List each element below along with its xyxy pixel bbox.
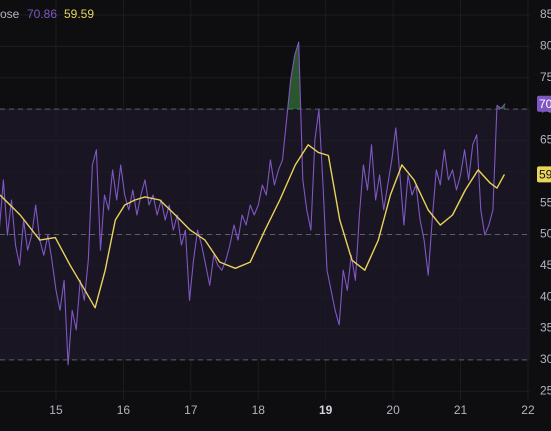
y-tick-label: 45 xyxy=(540,258,551,272)
legend-value: 59.59 xyxy=(64,7,94,21)
y-tick-label: 85 xyxy=(540,7,551,21)
y-tick-label: 55 xyxy=(540,195,551,209)
x-tick-label: 15 xyxy=(49,403,63,417)
series-line xyxy=(0,41,506,366)
y-tick-label: 25 xyxy=(540,383,551,397)
x-tick-label: 22 xyxy=(521,403,535,417)
price-tag-label: 70 xyxy=(539,97,551,111)
plot-area xyxy=(0,41,506,366)
legend-value: 70.86 xyxy=(27,7,57,21)
legend-title: ose xyxy=(0,7,20,21)
x-tick-label: 18 xyxy=(252,403,266,417)
price-tag-label: 59 xyxy=(539,168,551,182)
y-tick-label: 35 xyxy=(540,321,551,335)
x-tick-label: 20 xyxy=(386,403,400,417)
y-tick-label: 75 xyxy=(540,70,551,84)
x-tick-label: 19 xyxy=(319,403,333,417)
y-tick-label: 50 xyxy=(540,227,551,241)
y-tick-label: 30 xyxy=(540,352,551,366)
x-tick-label: 17 xyxy=(184,403,198,417)
y-tick-label: 65 xyxy=(540,133,551,147)
axes: 2530354045505560657075808515161718192021… xyxy=(49,7,551,417)
x-tick-label: 21 xyxy=(454,403,468,417)
y-tick-label: 80 xyxy=(540,39,551,53)
grid xyxy=(0,0,530,400)
x-tick-label: 16 xyxy=(117,403,131,417)
series-line xyxy=(0,144,506,309)
price-tag xyxy=(537,166,551,183)
price-tag xyxy=(537,95,551,112)
y-tick-label: 40 xyxy=(540,289,551,303)
